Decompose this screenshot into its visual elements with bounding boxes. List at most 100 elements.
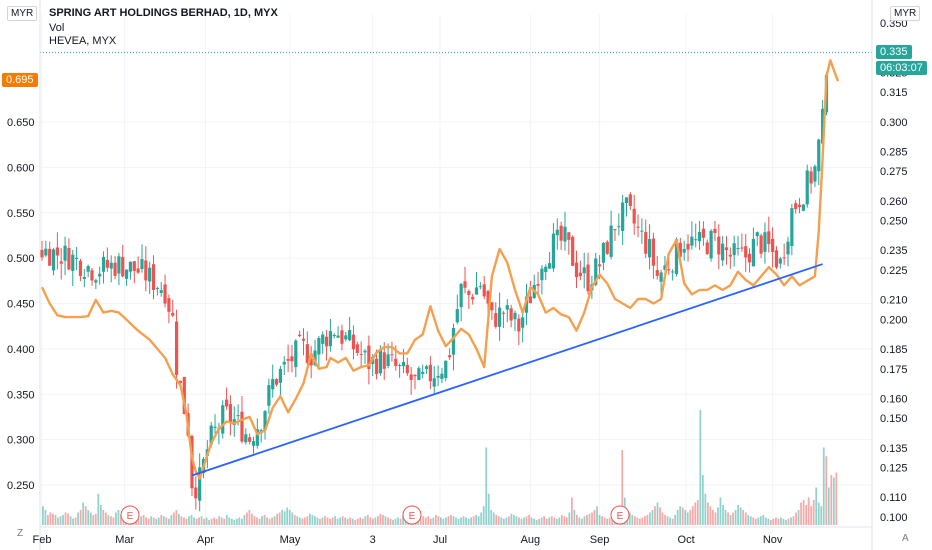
candle-body — [159, 290, 163, 293]
candle-body — [351, 334, 356, 350]
time-axis[interactable]: Feb Mar Apr May 3 Jul Aug Sep Oct Nov — [33, 526, 872, 546]
candle-body — [640, 230, 644, 232]
volume-bar — [160, 515, 163, 525]
volume-bar — [553, 517, 556, 525]
volume-bar — [371, 518, 374, 525]
zoom-icon[interactable]: Z — [17, 528, 24, 539]
support-trendline — [191, 263, 823, 477]
volume-bar — [334, 516, 336, 525]
volume-bar — [684, 510, 687, 525]
volume-bar — [246, 512, 248, 525]
volume-bar — [452, 516, 455, 525]
volume-bar — [608, 517, 611, 525]
left-currency-tag[interactable]: MYR — [7, 6, 38, 21]
candle-body — [121, 256, 125, 277]
candle-body — [632, 208, 636, 224]
volume-bar — [258, 518, 261, 525]
candle-body — [140, 259, 144, 270]
volume-bar — [215, 518, 218, 525]
volume-bar — [137, 518, 140, 525]
right-currency-tag[interactable]: MYR — [890, 6, 921, 21]
candle-body — [463, 281, 467, 288]
candle-body — [498, 307, 502, 327]
volume-bar — [364, 516, 367, 525]
trendline[interactable] — [191, 263, 823, 477]
candle-body — [332, 335, 336, 337]
volume-bar — [722, 505, 724, 525]
volume-bar — [533, 518, 535, 525]
volume-bar — [301, 518, 304, 525]
volume-bar — [104, 512, 107, 525]
candle-body — [136, 268, 140, 273]
volume-bar — [772, 518, 775, 525]
volume-bar — [671, 518, 674, 525]
volume-bar — [107, 515, 110, 525]
candle-body — [424, 366, 429, 369]
volume-bar — [72, 518, 74, 525]
volume-bar — [445, 517, 447, 525]
candle-body — [436, 375, 440, 378]
candle-body — [628, 194, 632, 206]
volume-bar — [782, 518, 785, 525]
candle-body — [801, 204, 805, 211]
candle-body — [382, 352, 386, 369]
candle-body — [601, 242, 606, 263]
volume-bar — [351, 518, 354, 525]
volume-bar — [429, 518, 432, 525]
volume-bar — [261, 516, 263, 525]
candle-body — [78, 260, 83, 277]
candle-body — [697, 231, 702, 242]
chart-title: SPRING ART HOLDINGS BERHAD, 1D, MYX — [49, 7, 278, 19]
volume-bar — [286, 507, 289, 525]
volume-bar — [324, 516, 326, 525]
candle-body — [386, 354, 390, 367]
volume-bar — [440, 517, 442, 525]
volume-bar — [515, 516, 518, 525]
candle-body — [771, 238, 775, 253]
volume-bar — [306, 516, 309, 525]
volume-bar — [525, 516, 528, 525]
auto-scale-icon[interactable]: A — [902, 533, 909, 544]
volume-bar — [172, 512, 175, 525]
right-price-axis[interactable]: 0.100 0.110 0.125 0.135 0.150 0.160 0.175 0.185… — [871, 0, 908, 550]
candle-body — [755, 232, 759, 237]
candle-body — [44, 248, 48, 256]
candle-body — [98, 273, 102, 277]
right-tick-label: 0.225 — [880, 265, 908, 277]
volume-bar — [69, 516, 72, 525]
volume-bar — [563, 516, 566, 525]
volume-label: Vol — [49, 22, 65, 34]
candle-body — [455, 309, 459, 323]
candle-body — [582, 267, 586, 274]
candle-body — [144, 260, 148, 281]
volume-bar — [271, 517, 273, 525]
candle-body — [105, 259, 109, 268]
candle-body — [524, 296, 529, 313]
volume-bar — [140, 516, 143, 525]
compare-line — [40, 59, 840, 480]
volume-bar — [576, 515, 578, 525]
candle-body — [671, 271, 675, 273]
compare-symbol-label[interactable]: HEVEA, MYX — [49, 35, 117, 47]
time-tick-label: 3 — [370, 534, 376, 546]
candle-body — [728, 254, 732, 257]
volume-bar — [49, 512, 52, 525]
candle-body — [821, 108, 825, 144]
candle-body — [413, 374, 417, 377]
volume-bar — [815, 487, 818, 525]
candle-body — [124, 269, 129, 279]
volume-bar — [752, 517, 755, 525]
candle-body — [117, 256, 121, 274]
volume-bar — [82, 502, 85, 525]
volume-bar — [276, 513, 279, 525]
right-tick-label: 0.350 — [880, 18, 908, 30]
volume-bar — [419, 518, 422, 525]
volume-bar — [442, 518, 445, 525]
candle-body — [228, 404, 233, 423]
earnings-marker — [610, 505, 630, 525]
volume-bar — [198, 517, 200, 525]
volume-bar — [251, 513, 253, 525]
left-price-axis[interactable]: 0.250 0.300 0.350 0.400 0.450 0.500 0.550 0.600… — [7, 0, 41, 550]
